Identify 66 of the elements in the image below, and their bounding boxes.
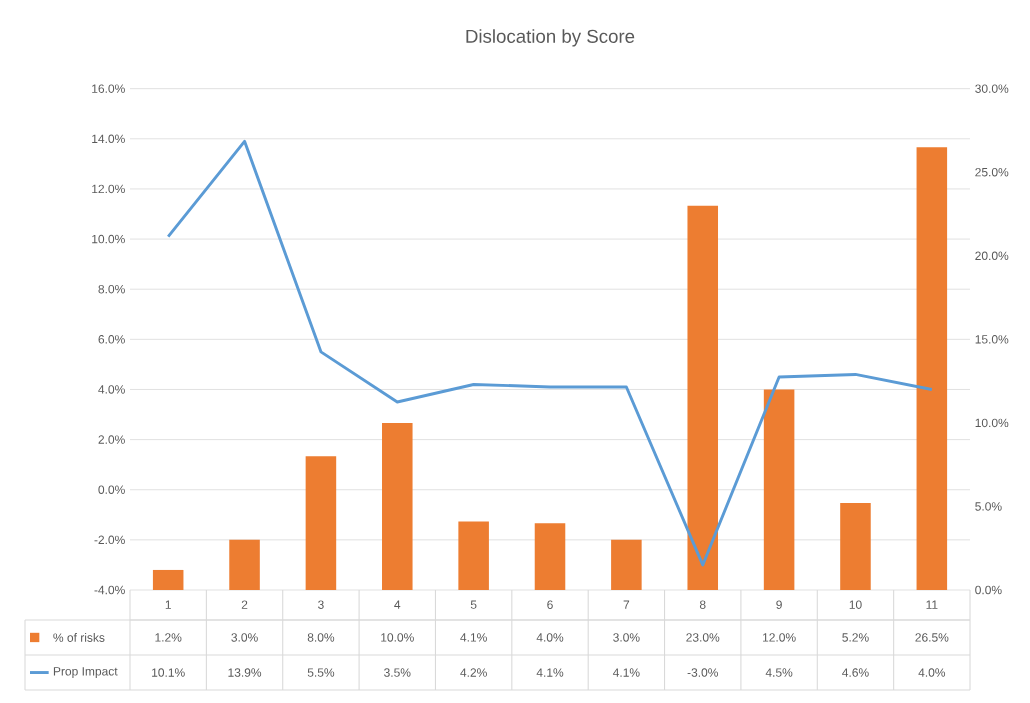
y-tick-label: 0.0% <box>98 485 125 494</box>
data-label: 26.5% <box>915 633 949 642</box>
y-tick-label: 8.0% <box>98 284 125 294</box>
y-tick-label: -4.0% <box>94 585 125 595</box>
data-label: 4.6% <box>842 668 869 677</box>
y2-tick-label: 30.0% <box>975 84 1009 93</box>
data-label: 3.0% <box>231 633 258 642</box>
bar <box>458 521 489 590</box>
y2-tick-label: 15.0% <box>975 335 1009 344</box>
data-label: 5.5% <box>307 668 335 677</box>
x-tick-label: 5 <box>470 600 477 609</box>
bar <box>382 422 413 590</box>
bar <box>840 503 871 590</box>
data-label: 10.0% <box>381 633 414 642</box>
y2-tick-label: 10.0% <box>975 418 1009 428</box>
data-label: -3.0% <box>687 668 718 677</box>
line-series <box>166 139 934 567</box>
data-label: 8.0% <box>307 633 335 642</box>
y2-tick-label: 0.0% <box>975 585 1002 595</box>
bar <box>534 523 566 590</box>
x-tick-label: 4 <box>394 600 401 609</box>
x-tick-label: 11 <box>926 600 938 609</box>
y-tick-label: 2.0% <box>98 435 125 444</box>
x-tick-label: 6 <box>547 600 553 609</box>
data-label: 5.2% <box>842 633 869 642</box>
y-tick-label: 6.0% <box>98 335 125 344</box>
data-label: 4.1% <box>612 668 640 677</box>
chart-title: Dislocation by Score <box>466 29 635 47</box>
y-tick-label: 4.0% <box>98 385 125 394</box>
data-label: 3.5% <box>384 668 411 677</box>
data-label: 4.2% <box>460 668 487 677</box>
bar <box>916 147 948 590</box>
x-tick-label: 2 <box>241 600 248 609</box>
y-tick-label: 16.0% <box>92 84 125 93</box>
y-tick-label: -2.0% <box>94 535 125 545</box>
legend-label: % of risks <box>53 633 105 642</box>
data-label: 4.1% <box>460 633 487 642</box>
y2-tick-label: 25.0% <box>975 167 1009 177</box>
x-tick-label: 7 <box>623 600 630 609</box>
bar <box>152 569 184 590</box>
y2-tick-label: 20.0% <box>975 251 1009 261</box>
data-label: 4.1% <box>536 668 564 677</box>
data-label: 4.5% <box>765 668 793 677</box>
bar <box>611 539 642 590</box>
data-label: 13.9% <box>228 668 262 677</box>
y2-tick-label: 5.0% <box>975 502 1002 511</box>
x-tick-label: 8 <box>699 600 706 609</box>
legend-label: Prop Impact <box>53 667 118 678</box>
data-label: 10.1% <box>152 668 185 677</box>
x-tick-label: 10 <box>849 600 862 609</box>
y-tick-label: 12.0% <box>92 184 125 194</box>
data-label: 4.0% <box>536 633 564 642</box>
bar <box>229 539 260 590</box>
data-label: 12.0% <box>763 633 796 642</box>
data-label: 1.2% <box>155 633 182 642</box>
bar <box>763 389 795 590</box>
bar <box>305 456 337 590</box>
data-label: 4.0% <box>918 668 946 677</box>
y-tick-label: 10.0% <box>92 234 125 244</box>
bar <box>687 205 719 590</box>
data-label: 23.0% <box>686 633 720 642</box>
x-tick-label: 9 <box>776 600 782 609</box>
y-tick-label: 14.0% <box>92 134 125 144</box>
x-tick-label: 3 <box>318 600 324 609</box>
x-tick-label: 1 <box>165 600 171 609</box>
data-label: 3.0% <box>613 633 640 642</box>
